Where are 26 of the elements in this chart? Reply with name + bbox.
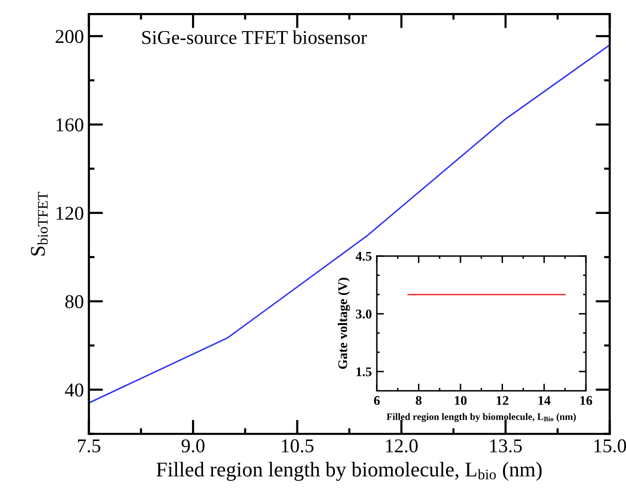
y-tick-label: 160 bbox=[56, 118, 84, 132]
x-tick-label: 7.5 bbox=[78, 439, 100, 452]
y-tick-label: 200 bbox=[56, 30, 84, 44]
x-tick-label: 10 bbox=[454, 396, 467, 405]
x-tick-label: 14 bbox=[538, 396, 550, 405]
x-tick-label: 16 bbox=[580, 396, 592, 405]
x-tick-label: 15.0 bbox=[594, 439, 626, 452]
y-tick-label: 3.0 bbox=[356, 310, 372, 319]
annotation: SiGe-source TFET biosensor bbox=[142, 30, 367, 44]
x-tick-label: 13.5 bbox=[490, 439, 522, 452]
line-series bbox=[88, 44, 610, 404]
y-tick-label: 80 bbox=[65, 295, 84, 308]
y-axis-title: S$_{bioTFET}$ bbox=[30, 192, 48, 256]
x-tick-label: 6 bbox=[374, 396, 380, 405]
x-tick-label: 8 bbox=[416, 396, 422, 405]
x-axis-title: Filled region length by biomolecule, L$_{Bio}$ (nm) bbox=[386, 413, 576, 422]
x-tick-label: 12.0 bbox=[386, 439, 418, 452]
y-axis-title: Gate voltage (V) bbox=[338, 278, 350, 369]
x-tick-label: 12 bbox=[496, 396, 508, 405]
y-tick-label: 4.5 bbox=[356, 252, 372, 261]
y-tick-label: 1.5 bbox=[356, 367, 372, 376]
x-tick-label: 9.0 bbox=[182, 439, 204, 452]
y-tick-label: 120 bbox=[56, 206, 84, 220]
x-axis-title: Filled region length by biomolecule, L$_{bio}$ (nm) bbox=[156, 462, 542, 481]
x-tick-label: 10.5 bbox=[282, 439, 314, 452]
y-tick-label: 40 bbox=[64, 383, 84, 397]
